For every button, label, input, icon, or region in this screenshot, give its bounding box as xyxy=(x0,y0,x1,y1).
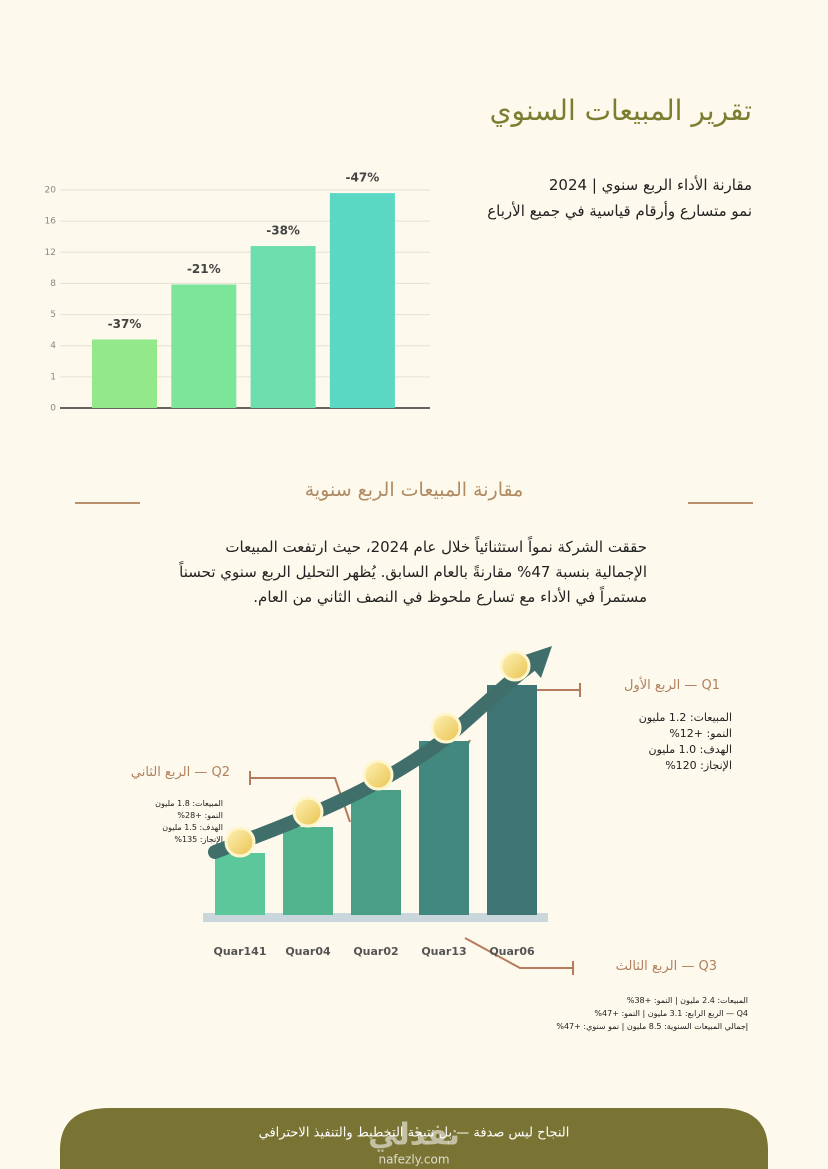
bar xyxy=(250,246,316,408)
bar xyxy=(487,685,537,915)
subtitle: مقارنة الأداء الربع سنوي | 2024 xyxy=(548,176,752,194)
callout-line: Q4 — الربع الرابع: 3.1 مليون | النمو: +4… xyxy=(594,1009,748,1018)
value-annotation: -37% xyxy=(108,317,142,331)
callout: المبيعات: 2.4 مليون | النمو: +38% Q4 — ا… xyxy=(556,994,748,1033)
paragraph: حققت الشركة نمواً استثنائياً خلال عام 20… xyxy=(179,538,647,606)
callout: المبيعات: 1.2 مليون النمو: +12% الهدف: 1… xyxy=(639,710,732,774)
x-tick-label: Quar04 xyxy=(285,945,331,958)
bar xyxy=(92,339,157,408)
footer-band xyxy=(60,1108,768,1169)
title: تقرير المبيعات السنوي xyxy=(489,94,752,127)
divider xyxy=(688,502,753,504)
callout-line: المبيعات: 2.4 مليون | النمو: +38% xyxy=(626,996,748,1005)
callout-line: النمو: +28% xyxy=(177,811,223,820)
watermark-site: nafezly.com xyxy=(378,1153,449,1167)
callout-title: Q3 — الربع الثالث xyxy=(615,959,717,974)
callout-line: المبيعات: 1.8 مليون xyxy=(155,799,223,808)
callout-line: الهدف: 1.0 مليون xyxy=(648,743,732,756)
bar xyxy=(329,193,395,408)
x-tick-label: Quar06 xyxy=(489,945,535,958)
callout-line: الإنجاز: 120% xyxy=(665,759,732,772)
arrow-head xyxy=(522,646,552,678)
footer-text: النجاح ليس صدفة — بل نتيجة التخطيط والتن… xyxy=(259,1126,570,1141)
y-tick-label: 0 xyxy=(50,404,56,414)
watermark: نفذلي xyxy=(368,1118,460,1153)
bar xyxy=(171,284,237,408)
bar xyxy=(215,853,265,915)
x-tick-label: Quar02 xyxy=(353,945,398,958)
callout-line: المبيعات: 1.2 مليون xyxy=(638,711,732,724)
callout-line: الهدف: 1.5 مليون xyxy=(162,823,223,832)
section-title: مقارنة المبيعات الربع سنوية xyxy=(304,479,524,501)
divider xyxy=(75,502,140,504)
callout-title: Q1 — الربع الأول xyxy=(624,678,720,693)
value-annotation: -21% xyxy=(187,262,221,276)
x-tick-label: Quar141 xyxy=(214,945,267,958)
x-tick-label: Quar13 xyxy=(421,945,466,958)
bar xyxy=(419,741,469,915)
y-tick-label: 4 xyxy=(50,341,56,351)
value-annotation: -38% xyxy=(266,224,300,238)
value-annotation: -47% xyxy=(346,171,380,185)
y-tick-label: 16 xyxy=(45,217,57,227)
coins xyxy=(224,650,531,858)
trend-arrow xyxy=(208,655,542,859)
callout-line: الإنجاز: 135% xyxy=(174,835,223,844)
y-tick-label: 1 xyxy=(50,372,56,382)
subtitle: نمو متسارع وأرقام قياسية في جميع الأرباع xyxy=(487,202,752,220)
bar xyxy=(283,827,333,915)
callout-title: Q2 — الربع الثاني xyxy=(130,765,230,780)
y-tick-label: 8 xyxy=(50,279,56,289)
callout-line: إجمالي المبيعات السنوية: 8.5 مليون | نمو… xyxy=(556,1022,748,1031)
callout: المبيعات: 1.8 مليون النمو: +28% الهدف: 1… xyxy=(155,798,223,846)
y-tick-label: 5 xyxy=(50,310,56,320)
platform xyxy=(203,913,548,922)
bar xyxy=(351,790,401,915)
callout-line: النمو: +12% xyxy=(669,727,732,740)
y-tick-label: 20 xyxy=(45,186,57,196)
y-tick-label: 12 xyxy=(45,248,56,258)
chart-2: Quar141 Quar04 Quar02 Quar13 Quar06 xyxy=(214,685,537,958)
